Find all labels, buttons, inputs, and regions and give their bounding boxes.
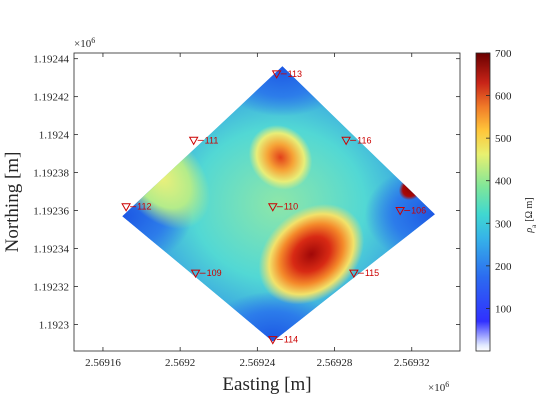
x-axis: 2.56916 2.5692 2.56924 2.56928 2.56932	[85, 53, 430, 369]
colorbar-tick-label: 200	[495, 261, 512, 273]
y-tick-label: 1.19242	[33, 92, 69, 104]
station-marker-icon	[271, 70, 282, 79]
station-label: 106	[411, 206, 426, 216]
colorbar-tick-label: 500	[495, 133, 512, 145]
station-111: 111	[188, 135, 219, 146]
station-113: 113	[271, 69, 302, 79]
low-resistivity-edge	[212, 66, 353, 117]
station-106: 106	[395, 206, 426, 216]
y-tick-label: 1.19234	[33, 244, 69, 256]
resistivity-anomaly-0	[258, 203, 365, 305]
y-tick-label: 1.1923	[39, 319, 70, 331]
colorbar-tick-label: 100	[495, 303, 512, 315]
station-marker-icon	[267, 203, 278, 212]
station-label: 112	[137, 202, 151, 212]
station-115: 115	[348, 268, 379, 279]
station-112: 112	[121, 202, 151, 212]
station-marker-icon	[121, 203, 131, 212]
x-tick-label: 2.56916	[85, 357, 121, 369]
station-marker-icon	[188, 136, 199, 146]
y-tick-label: 1.19236	[33, 206, 69, 218]
colorbar: 100 200 300 400 500 600 700 ρa[Ω m]	[475, 48, 538, 352]
y-axis-label: Northing [m]	[2, 152, 23, 253]
station-marker-icon	[341, 136, 351, 146]
colorbar-tick-label: 400	[495, 176, 512, 188]
colorbar-tick-label: 600	[495, 91, 512, 103]
y-exponent-label: ×106	[74, 36, 95, 51]
x-tick-label: 2.56928	[317, 357, 353, 369]
y-tick-label: 1.19238	[33, 168, 69, 180]
x-exponent-label: ×106	[428, 380, 449, 395]
station-label: 116	[357, 135, 371, 145]
station-109: 109	[190, 268, 222, 279]
station-marker-icon	[190, 269, 201, 279]
station-116: 116	[341, 135, 371, 146]
x-tick-label: 2.56932	[394, 357, 430, 369]
plot-frame	[73, 52, 461, 352]
station-marker-icon	[395, 207, 406, 216]
colorbar-gradient	[475, 52, 491, 352]
x-tick-label: 2.5692	[165, 357, 195, 369]
station-label: 109	[207, 268, 222, 278]
colorbar-label: ρa[Ω m]	[524, 197, 538, 233]
station-label: 114	[284, 335, 298, 345]
colorbar-tick-label: 700	[495, 48, 512, 60]
colorbar-tick-label: 300	[495, 218, 512, 230]
y-axis: 1.1923 1.19232 1.19234 1.19236 1.19238 1.1924…	[33, 54, 460, 331]
y-tick-label: 1.19232	[33, 281, 69, 293]
station-label: 110	[284, 202, 298, 212]
resistivity-heatmap	[122, 66, 435, 342]
station-label: 111	[205, 135, 219, 145]
station-marker-icon	[267, 336, 278, 345]
y-tick-label: 1.1924	[39, 130, 70, 142]
station-114: 114	[267, 335, 298, 345]
resistivity-anomaly-1	[248, 124, 313, 190]
station-110: 110	[267, 202, 298, 212]
x-axis-label: Easting [m]	[222, 374, 311, 395]
station-label: 115	[365, 268, 379, 278]
station-label: 113	[288, 69, 302, 79]
station-marker-icon	[348, 269, 359, 279]
station-markers: 106 109 110 111 112 113 114 115 116	[121, 69, 426, 345]
x-tick-label: 2.56924	[239, 357, 275, 369]
y-tick-label: 1.19244	[33, 54, 69, 66]
